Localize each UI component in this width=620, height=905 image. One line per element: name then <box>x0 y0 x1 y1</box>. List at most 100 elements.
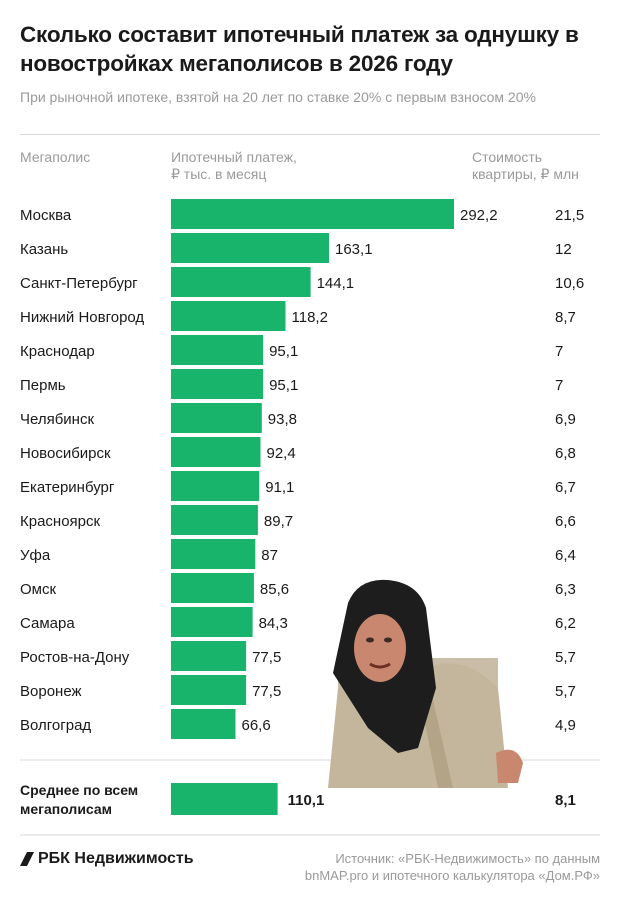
category-label: Красноярск <box>20 513 101 530</box>
chart-row: Казань 163,1 12 <box>20 233 572 263</box>
category-label: Новосибирск <box>20 445 111 462</box>
price-label: 6,6 <box>555 513 576 530</box>
chart-title: Сколько составит ипотечный платеж за одн… <box>20 22 579 76</box>
category-label: Краснодар <box>20 343 95 360</box>
category-label: Казань <box>20 241 68 258</box>
bar <box>171 675 247 705</box>
bar <box>171 607 253 637</box>
column-header-payment-line2: ₽ тыс. в месяц <box>171 166 267 182</box>
chart-subtitle: При рыночной ипотеке, взятой на 20 лет п… <box>20 89 536 105</box>
top-divider <box>20 134 600 135</box>
category-label: Воронеж <box>20 683 82 700</box>
bar-value-label: 163,1 <box>335 241 373 258</box>
price-label: 6,8 <box>555 445 576 462</box>
bar <box>171 301 286 331</box>
bar-value-label: 91,1 <box>265 479 294 496</box>
column-header-price: Стоимость квартиры, ₽ млн <box>472 149 579 183</box>
category-label: Волгоград <box>20 717 91 734</box>
bar-value-label: 93,8 <box>268 411 297 428</box>
average-label-line2: мегаполисам <box>20 801 112 817</box>
bar <box>171 709 236 739</box>
bar <box>171 369 264 399</box>
price-label: 21,5 <box>555 207 584 224</box>
bar-value-label: 66,6 <box>242 717 271 734</box>
category-label: Москва <box>20 207 72 224</box>
price-label: 5,7 <box>555 683 576 700</box>
price-label: 6,3 <box>555 581 576 598</box>
column-header-price-line2: квартиры, ₽ млн <box>472 166 579 182</box>
rbc-logo: РБК Недвижимость <box>20 850 194 868</box>
bar-value-label: 87 <box>261 547 278 564</box>
bar <box>171 267 311 297</box>
category-label: Екатеринбург <box>20 479 115 496</box>
average-value-label: 110,1 <box>288 792 325 809</box>
bar-value-label: 292,2 <box>460 207 498 224</box>
price-label: 6,9 <box>555 411 576 428</box>
category-label: Ростов-на-Дону <box>20 649 130 666</box>
average-row: Среднее по всем мегаполисам 110,1 8,1 <box>20 782 576 817</box>
category-label: Нижний Новгород <box>20 309 144 326</box>
chart-row: Красноярск 89,7 6,6 <box>20 505 576 535</box>
chart-row: Новосибирск 92,4 6,8 <box>20 437 576 467</box>
source-line2: bnMAP.pro и ипотечного калькулятора «Дом… <box>304 868 600 883</box>
price-label: 6,7 <box>555 479 576 496</box>
bar-value-label: 84,3 <box>259 615 288 632</box>
price-label: 4,9 <box>555 717 576 734</box>
rbc-logo-icon <box>20 852 34 866</box>
price-label: 12 <box>555 241 572 258</box>
bar-value-label: 85,6 <box>260 581 289 598</box>
average-bar <box>171 783 278 815</box>
price-label: 5,7 <box>555 649 576 666</box>
chart-row: Самара 84,3 6,2 <box>20 607 576 637</box>
price-label: 8,7 <box>555 309 576 326</box>
bar <box>171 505 258 535</box>
price-label: 6,2 <box>555 615 576 632</box>
bar-value-label: 95,1 <box>269 343 298 360</box>
woman-photo-overlay <box>328 579 523 788</box>
column-header-payment: Ипотечный платеж, ₽ тыс. в месяц <box>171 149 297 183</box>
source-line1: Источник: «РБК-Недвижимость» по данным <box>335 851 600 866</box>
chart-row: Нижний Новгород 118,2 8,7 <box>20 301 576 331</box>
chart-rows: Москва 292,2 21,5 Казань 163,1 12 Санкт-Петерб… <box>20 199 584 739</box>
bar-value-label: 118,2 <box>292 309 328 326</box>
bar-value-label: 144,1 <box>317 275 355 292</box>
price-label: 10,6 <box>555 275 584 292</box>
chart-row: Омск 85,6 6,3 <box>20 573 576 603</box>
source-note: Источник: «РБК-Недвижимость» по данным b… <box>260 850 600 884</box>
price-label: 7 <box>555 377 563 394</box>
category-label: Самара <box>20 615 75 632</box>
chart-row: Пермь 95,1 7 <box>20 369 563 399</box>
price-label: 7 <box>555 343 563 360</box>
bar-value-label: 95,1 <box>269 377 298 394</box>
column-header-price-line1: Стоимость <box>472 149 543 165</box>
bar <box>171 539 256 569</box>
category-label: Уфа <box>20 547 51 564</box>
chart-row: Уфа 87 6,4 <box>20 539 576 569</box>
chart-row: Ростов-на-Дону 77,5 5,7 <box>20 641 576 671</box>
price-label: 6,4 <box>555 547 576 564</box>
category-label: Челябинск <box>20 411 94 428</box>
bar <box>171 403 262 433</box>
bar-value-label: 77,5 <box>252 649 281 666</box>
chart-row: Волгоград 66,6 4,9 <box>20 709 576 739</box>
column-header-payment-line1: Ипотечный платеж, <box>171 149 297 165</box>
average-price-label: 8,1 <box>555 792 576 809</box>
bar <box>171 573 254 603</box>
chart-row: Екатеринбург 91,1 6,7 <box>20 471 576 501</box>
bar <box>171 233 329 263</box>
category-label: Санкт-Петербург <box>20 275 138 292</box>
bar-value-label: 92,4 <box>267 445 296 462</box>
category-label: Пермь <box>20 377 66 394</box>
bar <box>171 471 260 501</box>
bar <box>171 641 247 671</box>
chart-row: Воронеж 77,5 5,7 <box>20 675 576 705</box>
bar <box>171 437 261 467</box>
chart-row: Москва 292,2 21,5 <box>20 199 584 229</box>
column-header-city: Мегаполис <box>20 149 90 166</box>
bar <box>171 335 264 365</box>
bar-value-label: 89,7 <box>264 513 293 530</box>
chart-row: Челябинск 93,8 6,9 <box>20 403 576 433</box>
chart-row: Санкт-Петербург 144,1 10,6 <box>20 267 584 297</box>
average-label-line1: Среднее по всем <box>20 782 138 798</box>
